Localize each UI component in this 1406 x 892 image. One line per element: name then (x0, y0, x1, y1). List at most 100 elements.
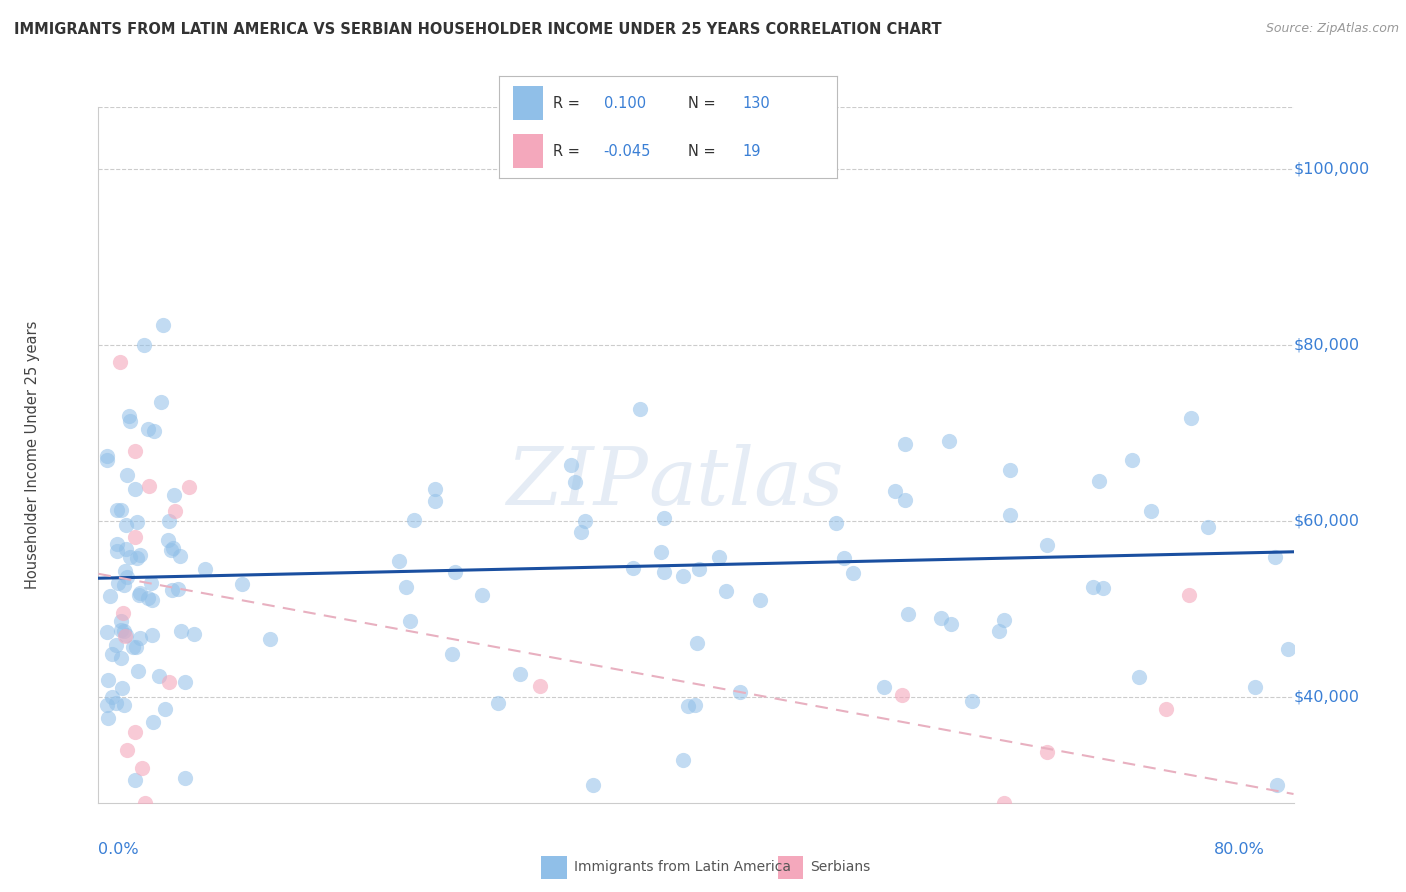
Point (938, 434, 960, 449)
Text: atlas: atlas (648, 444, 844, 522)
Point (121, 640, 143, 654)
Point (124, 725, 146, 739)
Text: $80,000: $80,000 (1294, 337, 1360, 352)
Point (139, 576, 162, 591)
Point (676, 699, 699, 714)
Point (129, 548, 152, 562)
Point (960, 694, 983, 708)
Point (169, 549, 191, 564)
Point (170, 624, 193, 638)
Point (440, 647, 463, 661)
Point (1178, 588, 1201, 602)
Point (509, 666, 531, 681)
Bar (513, 87, 543, 120)
Point (118, 550, 141, 565)
Point (470, 588, 492, 602)
Point (128, 588, 150, 602)
Text: Source: ZipAtlas.com: Source: ZipAtlas.com (1265, 22, 1399, 36)
Point (127, 664, 149, 678)
Point (1197, 520, 1219, 534)
Point (425, 482, 447, 496)
Point (105, 543, 128, 558)
Point (1081, 580, 1104, 594)
Point (115, 467, 138, 482)
Text: ZIP: ZIP (506, 444, 648, 522)
Point (873, 680, 896, 694)
Text: 0.0%: 0.0% (98, 842, 139, 857)
Point (114, 541, 136, 556)
Point (398, 614, 420, 628)
Point (162, 541, 184, 556)
Point (97, 711, 120, 725)
Point (141, 628, 163, 642)
Text: Immigrants from Latin America: Immigrants from Latin America (574, 861, 790, 874)
Text: $40,000: $40,000 (1294, 690, 1360, 705)
Point (129, 586, 152, 600)
Point (117, 743, 139, 757)
Bar (513, 135, 543, 168)
Point (111, 681, 134, 695)
Point (423, 494, 446, 508)
Point (155, 702, 177, 716)
Point (993, 796, 1015, 810)
Point (987, 624, 1010, 638)
Point (141, 593, 163, 607)
Text: -0.045: -0.045 (603, 145, 651, 160)
Point (157, 674, 180, 689)
Point (1036, 745, 1059, 759)
Point (120, 414, 142, 428)
Point (114, 629, 136, 643)
Point (194, 562, 217, 576)
Point (157, 514, 180, 528)
Point (97, 673, 120, 688)
Point (124, 443, 146, 458)
Text: N =: N = (688, 145, 716, 160)
Point (1277, 642, 1299, 657)
Point (716, 584, 738, 599)
Point (111, 606, 134, 620)
Point (138, 479, 160, 493)
Point (832, 551, 855, 566)
Point (100, 647, 122, 661)
Point (1000, 463, 1022, 477)
Point (650, 544, 672, 558)
Text: $100,000: $100,000 (1294, 161, 1369, 177)
Point (939, 616, 962, 631)
Point (1264, 549, 1286, 564)
Point (825, 516, 848, 531)
Point (110, 614, 132, 628)
Point (387, 554, 409, 568)
Point (231, 577, 253, 591)
Point (1121, 452, 1143, 467)
Point (1035, 537, 1057, 551)
Point (259, 632, 281, 647)
Point (748, 593, 770, 607)
Point (152, 318, 174, 332)
Point (623, 560, 645, 574)
Point (174, 674, 197, 689)
Text: Serbians: Serbians (810, 861, 870, 874)
Point (894, 437, 917, 451)
Point (1154, 702, 1177, 716)
Point (404, 513, 426, 527)
Point (107, 575, 129, 590)
Point (707, 550, 730, 565)
Point (136, 591, 159, 606)
Point (124, 773, 146, 788)
Point (582, 778, 605, 792)
Point (993, 613, 1015, 627)
Point (142, 424, 165, 438)
Point (118, 409, 141, 423)
Point (132, 338, 155, 352)
Point (110, 503, 132, 517)
Text: R =: R = (553, 96, 581, 111)
Point (100, 690, 122, 704)
Point (148, 669, 170, 683)
Point (165, 504, 187, 518)
Point (114, 565, 136, 579)
Point (183, 627, 205, 641)
Point (96, 449, 118, 463)
Point (124, 530, 146, 544)
Point (115, 518, 138, 533)
Point (96, 452, 118, 467)
